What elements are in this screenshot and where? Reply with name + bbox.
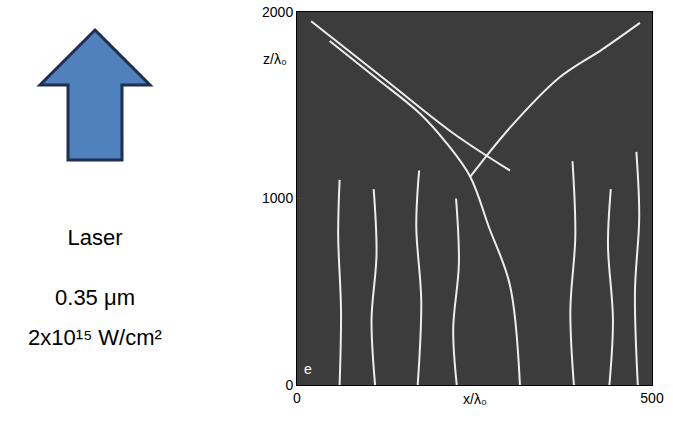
svg-text:e: e xyxy=(304,361,312,377)
svg-text:0: 0 xyxy=(285,377,293,393)
svg-text:0: 0 xyxy=(293,390,301,406)
svg-text:1000: 1000 xyxy=(262,190,293,206)
svg-text:2000: 2000 xyxy=(262,4,293,20)
svg-text:z/λ₀: z/λ₀ xyxy=(263,51,287,67)
html-text:0.35 μm: 0.35 μm xyxy=(55,285,135,310)
svg-text:x/λ₀: x/λ₀ xyxy=(463,391,487,407)
html-text:Laser: Laser xyxy=(67,225,123,250)
html-text:2x10¹⁵ W/cm²: 2x10¹⁵ W/cm² xyxy=(28,325,162,350)
svg-text:500: 500 xyxy=(640,390,664,406)
